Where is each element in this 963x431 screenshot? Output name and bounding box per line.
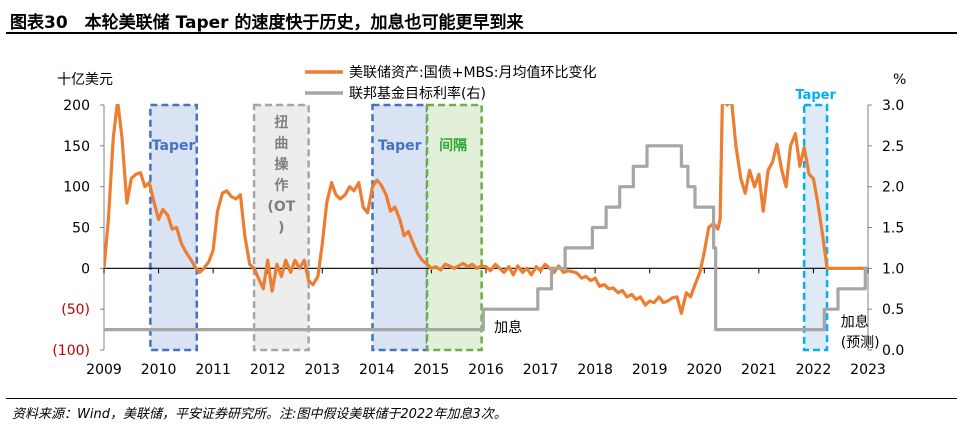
left-tick-label: 200 (63, 98, 90, 114)
x-tick-label: 2022 (796, 362, 832, 378)
shaded-period-label: 扭曲操作(OT) (267, 114, 295, 236)
figure-title: 图表30 本轮美联储 Taper 的速度快于历史，加息也可能更早到来 (10, 13, 524, 33)
right-tick-label: 0.0 (882, 343, 904, 359)
series-line-1 (104, 104, 868, 315)
x-tick-label: 2018 (577, 362, 613, 378)
left-tick-label: 100 (63, 180, 90, 196)
shaded-period-label: 间隔 (439, 137, 467, 154)
right-tick-label: 1.0 (882, 261, 904, 277)
legend-label-2: 联邦基金目标利率(右) (349, 85, 486, 102)
x-tick-label: 2019 (632, 362, 668, 378)
left-tick-label: 0 (81, 261, 90, 277)
x-tick-label: 2016 (468, 362, 504, 378)
legend-label-1: 美联储资产:国债+MBS:月均值环比变化 (349, 65, 597, 81)
right-tick-label: 2.0 (882, 180, 904, 196)
x-tick-label: 2023 (850, 362, 886, 378)
x-tick-label: 2009 (86, 362, 122, 378)
x-tick-label: 2017 (523, 362, 559, 378)
shaded-period-5 (802, 103, 829, 352)
title-bar: 图表30 本轮美联储 Taper 的速度快于历史，加息也可能更早到来 (6, 2, 957, 34)
annotation-label: 加息 (841, 313, 869, 330)
shaded-period-4 (425, 103, 483, 352)
left-axis-unit: 十亿美元 (57, 72, 113, 88)
annotation-label: 加息 (494, 319, 522, 336)
shaded-period-label: Taper (795, 88, 836, 103)
x-tick-label: 2010 (141, 362, 177, 378)
right-axis-unit: % (893, 72, 906, 88)
right-tick-label: 0.5 (882, 302, 904, 318)
source-divider (6, 398, 957, 399)
left-tick-label: 50 (72, 221, 90, 237)
right-tick-label: 1.5 (882, 221, 904, 237)
shaded-period-label: Taper (378, 138, 422, 154)
x-tick-label: 2020 (686, 362, 722, 378)
shaded-period-3 (371, 103, 429, 352)
annotation-label: (预测) (841, 335, 880, 351)
x-tick-label: 2015 (414, 362, 450, 378)
left-tick-label: 150 (63, 139, 90, 155)
left-tick-label: (100) (52, 343, 90, 359)
x-tick-label: 2012 (250, 362, 286, 378)
shaded-period-2 (252, 103, 310, 352)
left-tick-label: (50) (61, 302, 90, 318)
x-tick-label: 2011 (195, 362, 231, 378)
shaded-period-label: Taper (152, 138, 196, 154)
series-line-2 (104, 144, 868, 332)
right-tick-label: 3.0 (882, 98, 904, 114)
x-tick-label: 2014 (359, 362, 395, 378)
x-tick-label: 2013 (304, 362, 340, 378)
x-tick-label: 2021 (741, 362, 777, 378)
source-note: 资料来源：Wind，美联储，平安证券研究所。注:图中假设美联储于2022年加息3… (12, 407, 507, 422)
right-tick-label: 2.5 (882, 139, 904, 155)
